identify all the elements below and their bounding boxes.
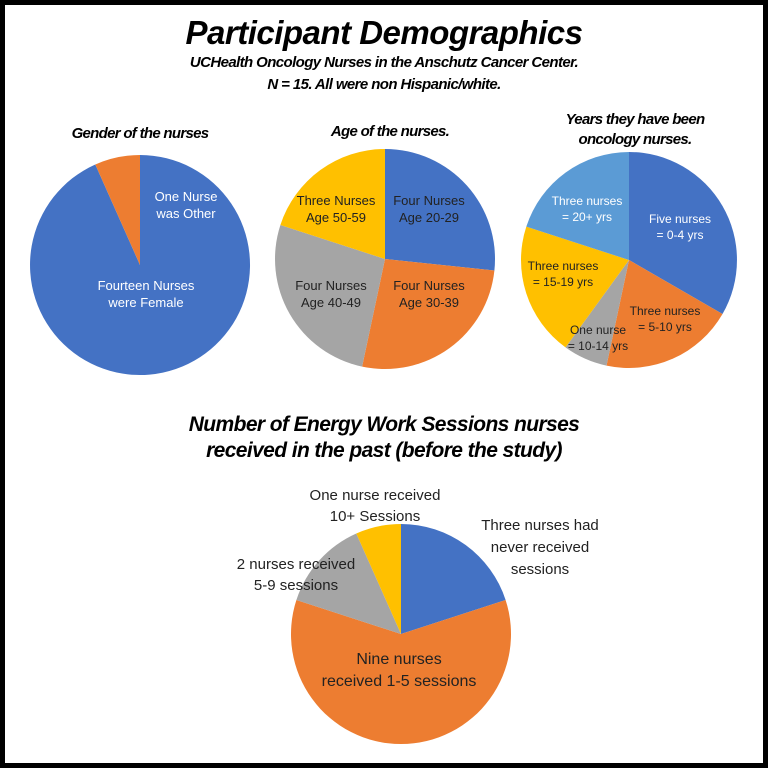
label-years-510-2: = 5-10 yrs [638,320,692,334]
page-title: Participant Demographics [185,14,583,51]
age-chart-title: Age of the nurses. [330,123,450,140]
label-age-30-39-1: Four Nurses [393,278,465,293]
label-sessions-never-1: Three nurses had [481,517,599,534]
slice-years-10-14 [565,260,629,366]
label-years-04-1: Five nurses [649,212,711,226]
label-sessions-15-1: Nine nurses [356,651,441,668]
years-chart-title: Years they have been oncology nurses. [510,110,760,150]
slice-years-15-19 [520,226,629,348]
label-other-1: One Nurse [155,189,218,204]
label-sessions-10-2: 10+ Sessions [330,508,420,525]
label-other-2: was Other [155,206,216,221]
label-age-40-49-1: Four Nurses [295,278,367,293]
subtitle-line-2: N = 15. All were non Hispanic/white. [267,76,501,93]
years-title-line-2: oncology nurses. [578,131,693,148]
label-years-1014-1: One nurse [570,323,626,337]
label-years-1014-2: = 10-14 yrs [568,339,628,353]
gender-chart-title: Gender of the nurses [71,125,210,142]
label-years-1519-1: Three nurses [528,259,599,273]
label-sessions-15-2: received 1-5 sessions [322,673,477,690]
age-pie: Three Nurses Age 50-59 Four Nurses Age 2… [275,149,496,370]
slice-sessions-10-plus [356,524,401,634]
label-age-30-39-2: Age 30-39 [399,295,459,310]
label-female-1: Fourteen Nurses [98,278,195,293]
sessions-chart-title-line-1: Number of Energy Work Sessions nurses [188,413,580,436]
years-title-line-1: Years they have been [565,111,706,128]
slice-years-20-plus [526,152,629,260]
label-sessions-never-3: sessions [511,561,569,578]
slice-age-20-29 [385,149,496,271]
slice-age-40-49 [275,225,385,367]
label-years-510-1: Three nurses [630,304,701,318]
label-age-40-49-2: Age 40-49 [301,295,361,310]
label-years-20-1: Three nurses [552,194,623,208]
label-years-1519-2: = 15-19 yrs [533,275,593,289]
label-age-20-29-1: Four Nurses [393,193,465,208]
slice-age-30-39 [362,259,495,370]
label-years-04-2: = 0-4 yrs [656,228,703,242]
label-age-20-29-2: Age 20-29 [399,210,459,225]
label-female-2: were Female [107,295,183,310]
slice-years-5-10 [606,260,723,368]
label-sessions-59-1: 2 nurses received [237,556,355,573]
slice-sessions-never [401,524,506,634]
label-sessions-59-2: 5-9 sessions [254,577,338,594]
label-sessions-10-1: One nurse received [310,487,441,504]
gender-pie: One Nurse was Other Fourteen Nurses were… [30,154,251,375]
sessions-chart-title-line-2: received in the past (before the study) [206,439,562,462]
slice-female [30,154,251,375]
slice-years-0-4 [629,152,737,314]
slice-other [95,155,140,265]
label-age-50-59-1: Three Nurses [297,193,376,208]
slice-sessions-1-5 [291,600,511,745]
label-sessions-never-2: never received [491,539,589,556]
sessions-pie: One nurse received 10+ Sessions Three nu… [237,487,599,745]
slice-sessions-5-9 [296,533,401,634]
subtitle-line-1: UCHealth Oncology Nurses in the Anschutz… [189,54,579,71]
label-age-50-59-2: Age 50-59 [306,210,366,225]
years-pie: Three nurses = 20+ yrs Five nurses = 0-4… [520,152,737,368]
label-years-20-2: = 20+ yrs [562,210,612,224]
slice-age-50-59 [280,149,385,259]
